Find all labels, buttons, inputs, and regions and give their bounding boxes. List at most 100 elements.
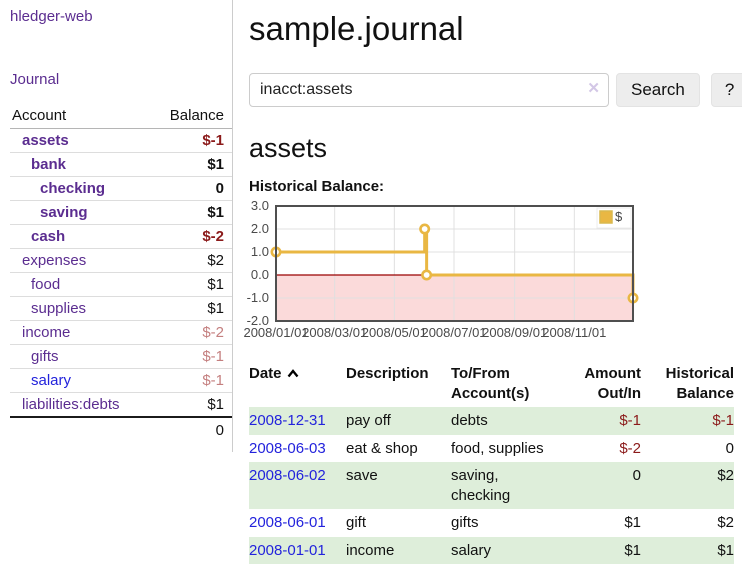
- account-row: expenses $2: [10, 248, 232, 273]
- accounts-header-row: Account Balance: [10, 104, 232, 129]
- description-column-header: Description: [346, 365, 429, 382]
- account-column-header: Account: [10, 104, 150, 129]
- account-row: saving $1: [10, 200, 232, 225]
- page-title: sample.journal: [249, 10, 464, 47]
- sidebar-account-liabilities-debts[interactable]: liabilities:debts: [22, 396, 120, 413]
- account-balance: $1: [149, 296, 232, 321]
- amount-column-header: Amount Out/In: [584, 365, 641, 402]
- transaction-description: eat & shop: [346, 439, 418, 457]
- register-header-row: Date Description To/From Account(s) Amou…: [249, 362, 734, 407]
- transaction-amount: 0: [566, 462, 641, 509]
- sidebar-account-checking[interactable]: checking: [40, 180, 106, 197]
- table-row: 2008-01-01 income salary $1 $1: [249, 536, 734, 564]
- transaction-balance: $-1: [641, 407, 734, 435]
- accounts-table: Account Balance assets $-1 bank $1 checking 0…: [10, 104, 232, 443]
- total-row: 0: [10, 416, 232, 443]
- search-form: ✕ Search ?: [249, 73, 742, 107]
- search-input[interactable]: [249, 73, 609, 107]
- sidebar-account-supplies[interactable]: supplies: [31, 300, 87, 317]
- sidebar-account-salary[interactable]: salary: [31, 372, 72, 389]
- balance-column-header: Balance: [149, 104, 232, 129]
- account-balance: 0: [149, 176, 232, 201]
- accounts-list: assets $-1 bank $1 checking 0 saving $1 cash $-2 e…: [10, 129, 232, 417]
- svg-text:1.0: 1.0: [251, 244, 269, 259]
- transaction-amount: $1: [624, 514, 641, 531]
- sidebar-account-food[interactable]: food: [31, 276, 61, 293]
- legend-swatch: [599, 210, 613, 224]
- svg-text:2008/09/01: 2008/09/01: [482, 325, 547, 340]
- account-row: cash $-2: [10, 224, 232, 249]
- transaction-description: gift: [346, 514, 367, 531]
- svg-text:2008/03/01: 2008/03/01: [302, 325, 367, 340]
- svg-text:2008/11/01: 2008/11/01: [542, 325, 606, 340]
- svg-text:2008/01/01: 2008/01/01: [243, 325, 308, 340]
- table-row: 2008-06-03 eat & shop food, supplies $-2 0: [249, 435, 734, 463]
- account-row: income $-2: [10, 320, 232, 345]
- register-rows: 2008-12-31 pay off debts $-1 $-1 2008-06-03 ea…: [249, 407, 734, 564]
- transaction-accounts: debts: [451, 407, 566, 435]
- transaction-amount: $-2: [619, 439, 641, 457]
- total-balance: 0: [149, 416, 232, 443]
- svg-text:$: $: [615, 209, 623, 224]
- account-balance: $-2: [149, 320, 232, 345]
- transaction-date-link[interactable]: 2008-01-01: [249, 541, 326, 559]
- balance-column-header-main: Historical Balance: [665, 365, 734, 402]
- svg-text:0.0: 0.0: [251, 267, 269, 282]
- sidebar-account-assets[interactable]: assets: [22, 132, 69, 149]
- account-balance: $-1: [149, 368, 232, 393]
- balance-chart-svg: $3.0 2.0 1.0 0.0 -1.0 -2.02008/01/012008/03/0…: [243, 198, 639, 340]
- account-row: bank $1: [10, 152, 232, 177]
- date-column-header[interactable]: Date: [249, 362, 346, 407]
- chart-legend: $: [596, 207, 632, 229]
- account-row: supplies $1: [10, 296, 232, 321]
- transaction-accounts: salary: [451, 536, 566, 564]
- search-button[interactable]: Search: [616, 73, 700, 107]
- table-row: 2008-06-02 save saving, checking 0 $2: [249, 462, 734, 509]
- account-heading: assets: [249, 133, 328, 163]
- account-row: checking 0: [10, 176, 232, 201]
- transaction-date-link[interactable]: 2008-06-02: [249, 467, 326, 484]
- balance-chart: $3.0 2.0 1.0 0.0 -1.0 -2.0 2008/01/01 2008/03/0…: [243, 198, 742, 346]
- sidebar-item-journal[interactable]: Journal: [10, 71, 60, 88]
- help-button[interactable]: ?: [710, 73, 742, 107]
- sidebar-account-bank[interactable]: bank: [31, 156, 67, 173]
- sort-ascending-icon: [287, 364, 299, 384]
- account-row: assets $-1: [10, 129, 232, 153]
- transaction-balance: $1: [641, 536, 734, 564]
- account-balance: $-1: [202, 132, 224, 149]
- account-balance: $1: [149, 152, 232, 177]
- svg-text:2.0: 2.0: [251, 221, 269, 236]
- transaction-date-link[interactable]: 2008-06-01: [249, 514, 326, 531]
- sidebar-account-income[interactable]: income: [22, 324, 71, 341]
- table-row: 2008-12-31 pay off debts $-1 $-1: [249, 407, 734, 435]
- sidebar-account-saving[interactable]: saving: [40, 204, 88, 221]
- account-row: food $1: [10, 272, 232, 297]
- transaction-date-link[interactable]: 2008-12-31: [249, 412, 326, 429]
- account-balance: $-1: [149, 344, 232, 369]
- register-table: Date Description To/From Account(s) Amou…: [249, 362, 734, 564]
- transaction-accounts: food, supplies: [451, 439, 544, 457]
- app-title-link[interactable]: hledger-web: [10, 8, 93, 25]
- sidebar-account-gifts[interactable]: gifts: [31, 348, 59, 365]
- app: hledger-web Journal Account Balance asse…: [10, 0, 742, 564]
- sidebar-account-cash[interactable]: cash: [31, 228, 66, 245]
- transaction-accounts: gifts: [451, 514, 479, 531]
- search-field-wrap: ✕: [249, 73, 609, 107]
- svg-text:3.0: 3.0: [251, 198, 269, 213]
- transaction-balance: $2: [641, 462, 734, 509]
- transaction-amount: $-1: [566, 407, 641, 435]
- accounts-column-header: To/From Account(s): [451, 365, 530, 402]
- account-balance: $1: [149, 200, 232, 225]
- account-row: liabilities:debts $1: [10, 392, 232, 417]
- transaction-date-link[interactable]: 2008-06-03: [249, 439, 326, 457]
- clear-search-icon[interactable]: ✕: [587, 80, 600, 97]
- main-content: sample.journal ✕ Search ? assets Histori…: [233, 0, 742, 564]
- sidebar-account-expenses[interactable]: expenses: [22, 252, 87, 269]
- transaction-description: income: [346, 536, 451, 564]
- account-balance: $1: [149, 392, 232, 417]
- chart-title: Historical Balance:: [249, 178, 385, 195]
- account-balance: $2: [149, 248, 232, 273]
- transaction-description: pay off: [346, 407, 451, 435]
- svg-text:-1.0: -1.0: [247, 290, 269, 305]
- account-balance: $1: [149, 272, 232, 297]
